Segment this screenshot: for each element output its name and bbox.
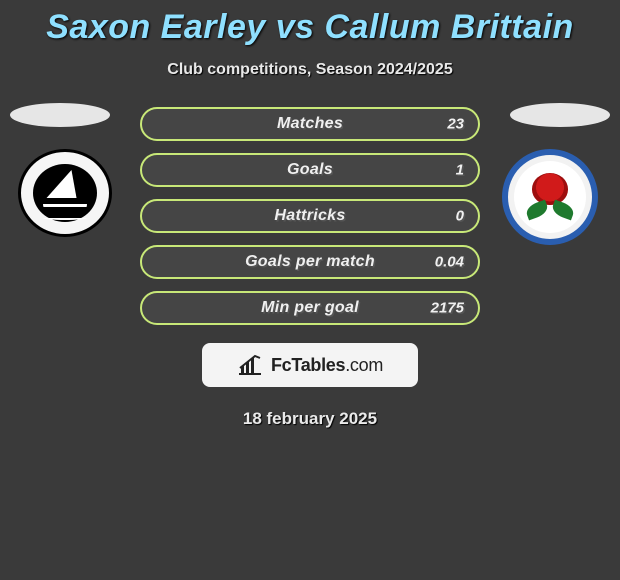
brand-badge[interactable]: FcTables.com — [202, 343, 418, 387]
comparison-date: 18 february 2025 — [0, 409, 620, 429]
stat-row-goals-per-match: Goals per match 0.04 — [140, 245, 480, 279]
stat-label: Goals per match — [245, 253, 375, 271]
stat-row-matches: Matches 23 — [140, 107, 480, 141]
stat-value: 1 — [456, 162, 464, 179]
brand-text-suffix: .com — [345, 355, 383, 375]
content-area: Matches 23 Goals 1 Hattricks 0 Goals per… — [0, 107, 620, 429]
stat-row-goals: Goals 1 — [140, 153, 480, 187]
stat-label: Matches — [277, 115, 343, 133]
page-title: Saxon Earley vs Callum Brittain — [0, 8, 620, 47]
left-player-oval — [10, 103, 110, 131]
stat-value: 2175 — [431, 300, 464, 317]
stat-label: Min per goal — [261, 299, 359, 317]
bar-chart-icon — [237, 354, 263, 376]
stat-list: Matches 23 Goals 1 Hattricks 0 Goals per… — [140, 107, 480, 325]
player-silhouette-oval — [10, 103, 110, 127]
blackburn-crest-icon — [502, 149, 598, 245]
stat-value: 23 — [447, 116, 464, 133]
stat-value: 0.04 — [435, 254, 464, 271]
brand-text: FcTables.com — [271, 355, 383, 376]
brand-text-main: FcTables — [271, 355, 345, 375]
stat-value: 0 — [456, 208, 464, 225]
stat-row-min-per-goal: Min per goal 2175 — [140, 291, 480, 325]
stat-label: Goals — [287, 161, 333, 179]
stat-label: Hattricks — [274, 207, 345, 225]
right-player-oval — [510, 103, 610, 131]
page-subtitle: Club competitions, Season 2024/2025 — [0, 61, 620, 79]
comparison-card: Saxon Earley vs Callum Brittain Club com… — [0, 0, 620, 429]
left-team-crest — [18, 149, 118, 249]
right-team-crest — [502, 149, 602, 249]
plymouth-crest-icon — [18, 149, 112, 237]
stat-row-hattricks: Hattricks 0 — [140, 199, 480, 233]
player-silhouette-oval — [510, 103, 610, 127]
